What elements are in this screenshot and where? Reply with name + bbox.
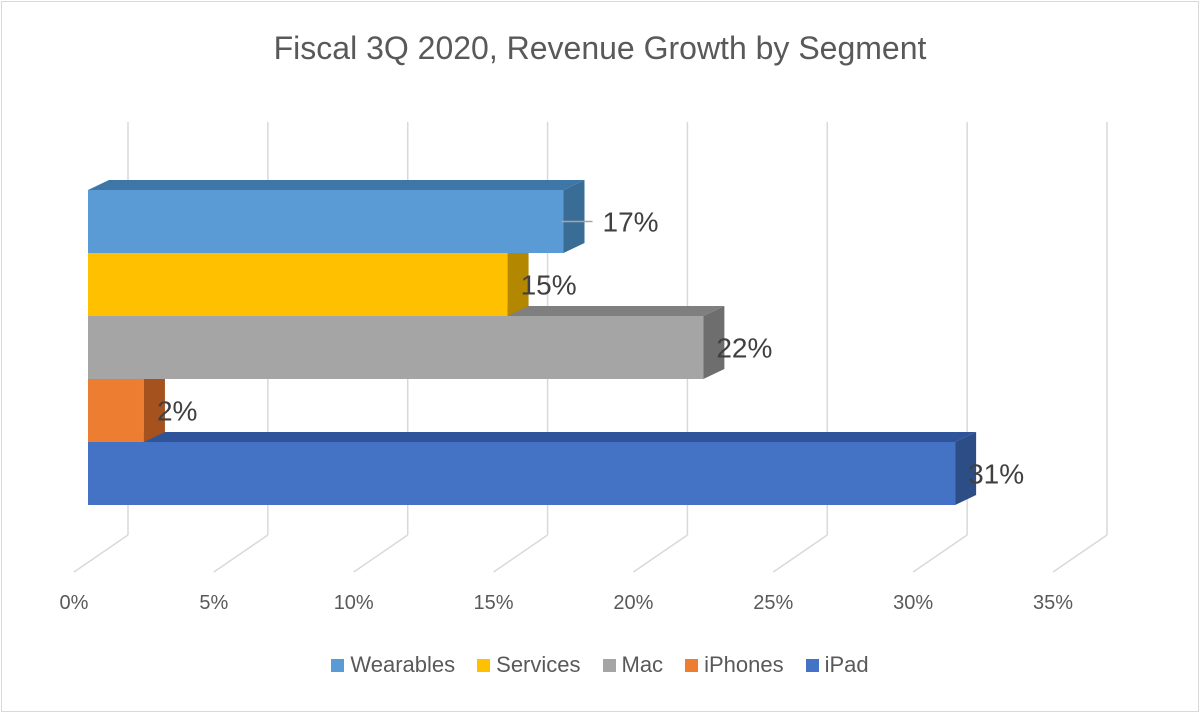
gridline-floor (772, 534, 828, 573)
gridline-floor (1052, 534, 1108, 573)
bar-front-face (88, 190, 564, 253)
gridline-floor (353, 534, 409, 573)
legend-label: Services (496, 652, 581, 677)
legend-item-ipad: iPad (805, 652, 869, 678)
gridline-floor (493, 534, 548, 573)
x-tick-label: 20% (613, 592, 653, 614)
legend-label: Wearables (350, 652, 456, 677)
bar-side-face (563, 180, 585, 253)
legend-item-services: Services (477, 652, 581, 678)
x-tick-label: 0% (60, 592, 89, 614)
data-label-ipad: 31% (968, 459, 1024, 490)
legend: Wearables Services Mac iPhones iPad (0, 652, 1200, 678)
data-label-mac: 22% (716, 333, 772, 364)
gridline-floor (912, 534, 968, 573)
gridline-floor (213, 534, 269, 573)
bar-top-face (88, 432, 977, 442)
x-tick-label: 5% (199, 592, 228, 614)
bar-top-face (88, 180, 585, 190)
bar-mac (88, 306, 725, 379)
bar-side-face (507, 243, 529, 316)
legend-item-mac: Mac (602, 652, 664, 678)
legend-swatch (805, 658, 819, 672)
x-axis-tick-labels: 0% 5% 10% 15% 20% 25% 30% 35% (60, 592, 1074, 614)
data-label-services: 15% (521, 270, 577, 301)
data-labels: 17% 15% 22% 2% 31% (157, 207, 1024, 490)
legend-item-iphones: iPhones (685, 652, 784, 678)
legend-label: iPhones (704, 652, 784, 677)
x-tick-label: 15% (474, 592, 514, 614)
bar-wearables (88, 180, 585, 253)
bar-services (88, 243, 529, 316)
data-label-iphones: 2% (157, 396, 197, 427)
x-tick-label: 25% (753, 592, 793, 614)
x-tick-label: 30% (893, 592, 933, 614)
bar-front-face (88, 253, 508, 316)
bar-front-face (88, 379, 144, 442)
x-tick-label: 10% (334, 592, 374, 614)
bar-side-face (143, 369, 165, 442)
legend-item-wearables: Wearables (331, 652, 455, 678)
data-label-wearables: 17% (603, 207, 659, 238)
bar-side-face (955, 432, 977, 505)
bar-front-face (88, 316, 704, 379)
chart-title: Fiscal 3Q 2020, Revenue Growth by Segmen… (273, 30, 927, 66)
legend-swatch (331, 658, 345, 672)
bar-front-face (88, 442, 956, 505)
bar-ipad (88, 432, 977, 505)
bar-side-face (703, 306, 725, 379)
x-tick-label: 35% (1033, 592, 1073, 614)
gridline-floor (633, 534, 688, 573)
bars (88, 180, 977, 505)
legend-swatch (685, 658, 699, 672)
legend-label: iPad (824, 652, 869, 677)
bar-iphones (88, 369, 165, 442)
gridline-floor (73, 534, 129, 573)
legend-swatch (602, 658, 616, 672)
legend-label: Mac (621, 652, 664, 677)
legend-swatch (477, 658, 491, 672)
